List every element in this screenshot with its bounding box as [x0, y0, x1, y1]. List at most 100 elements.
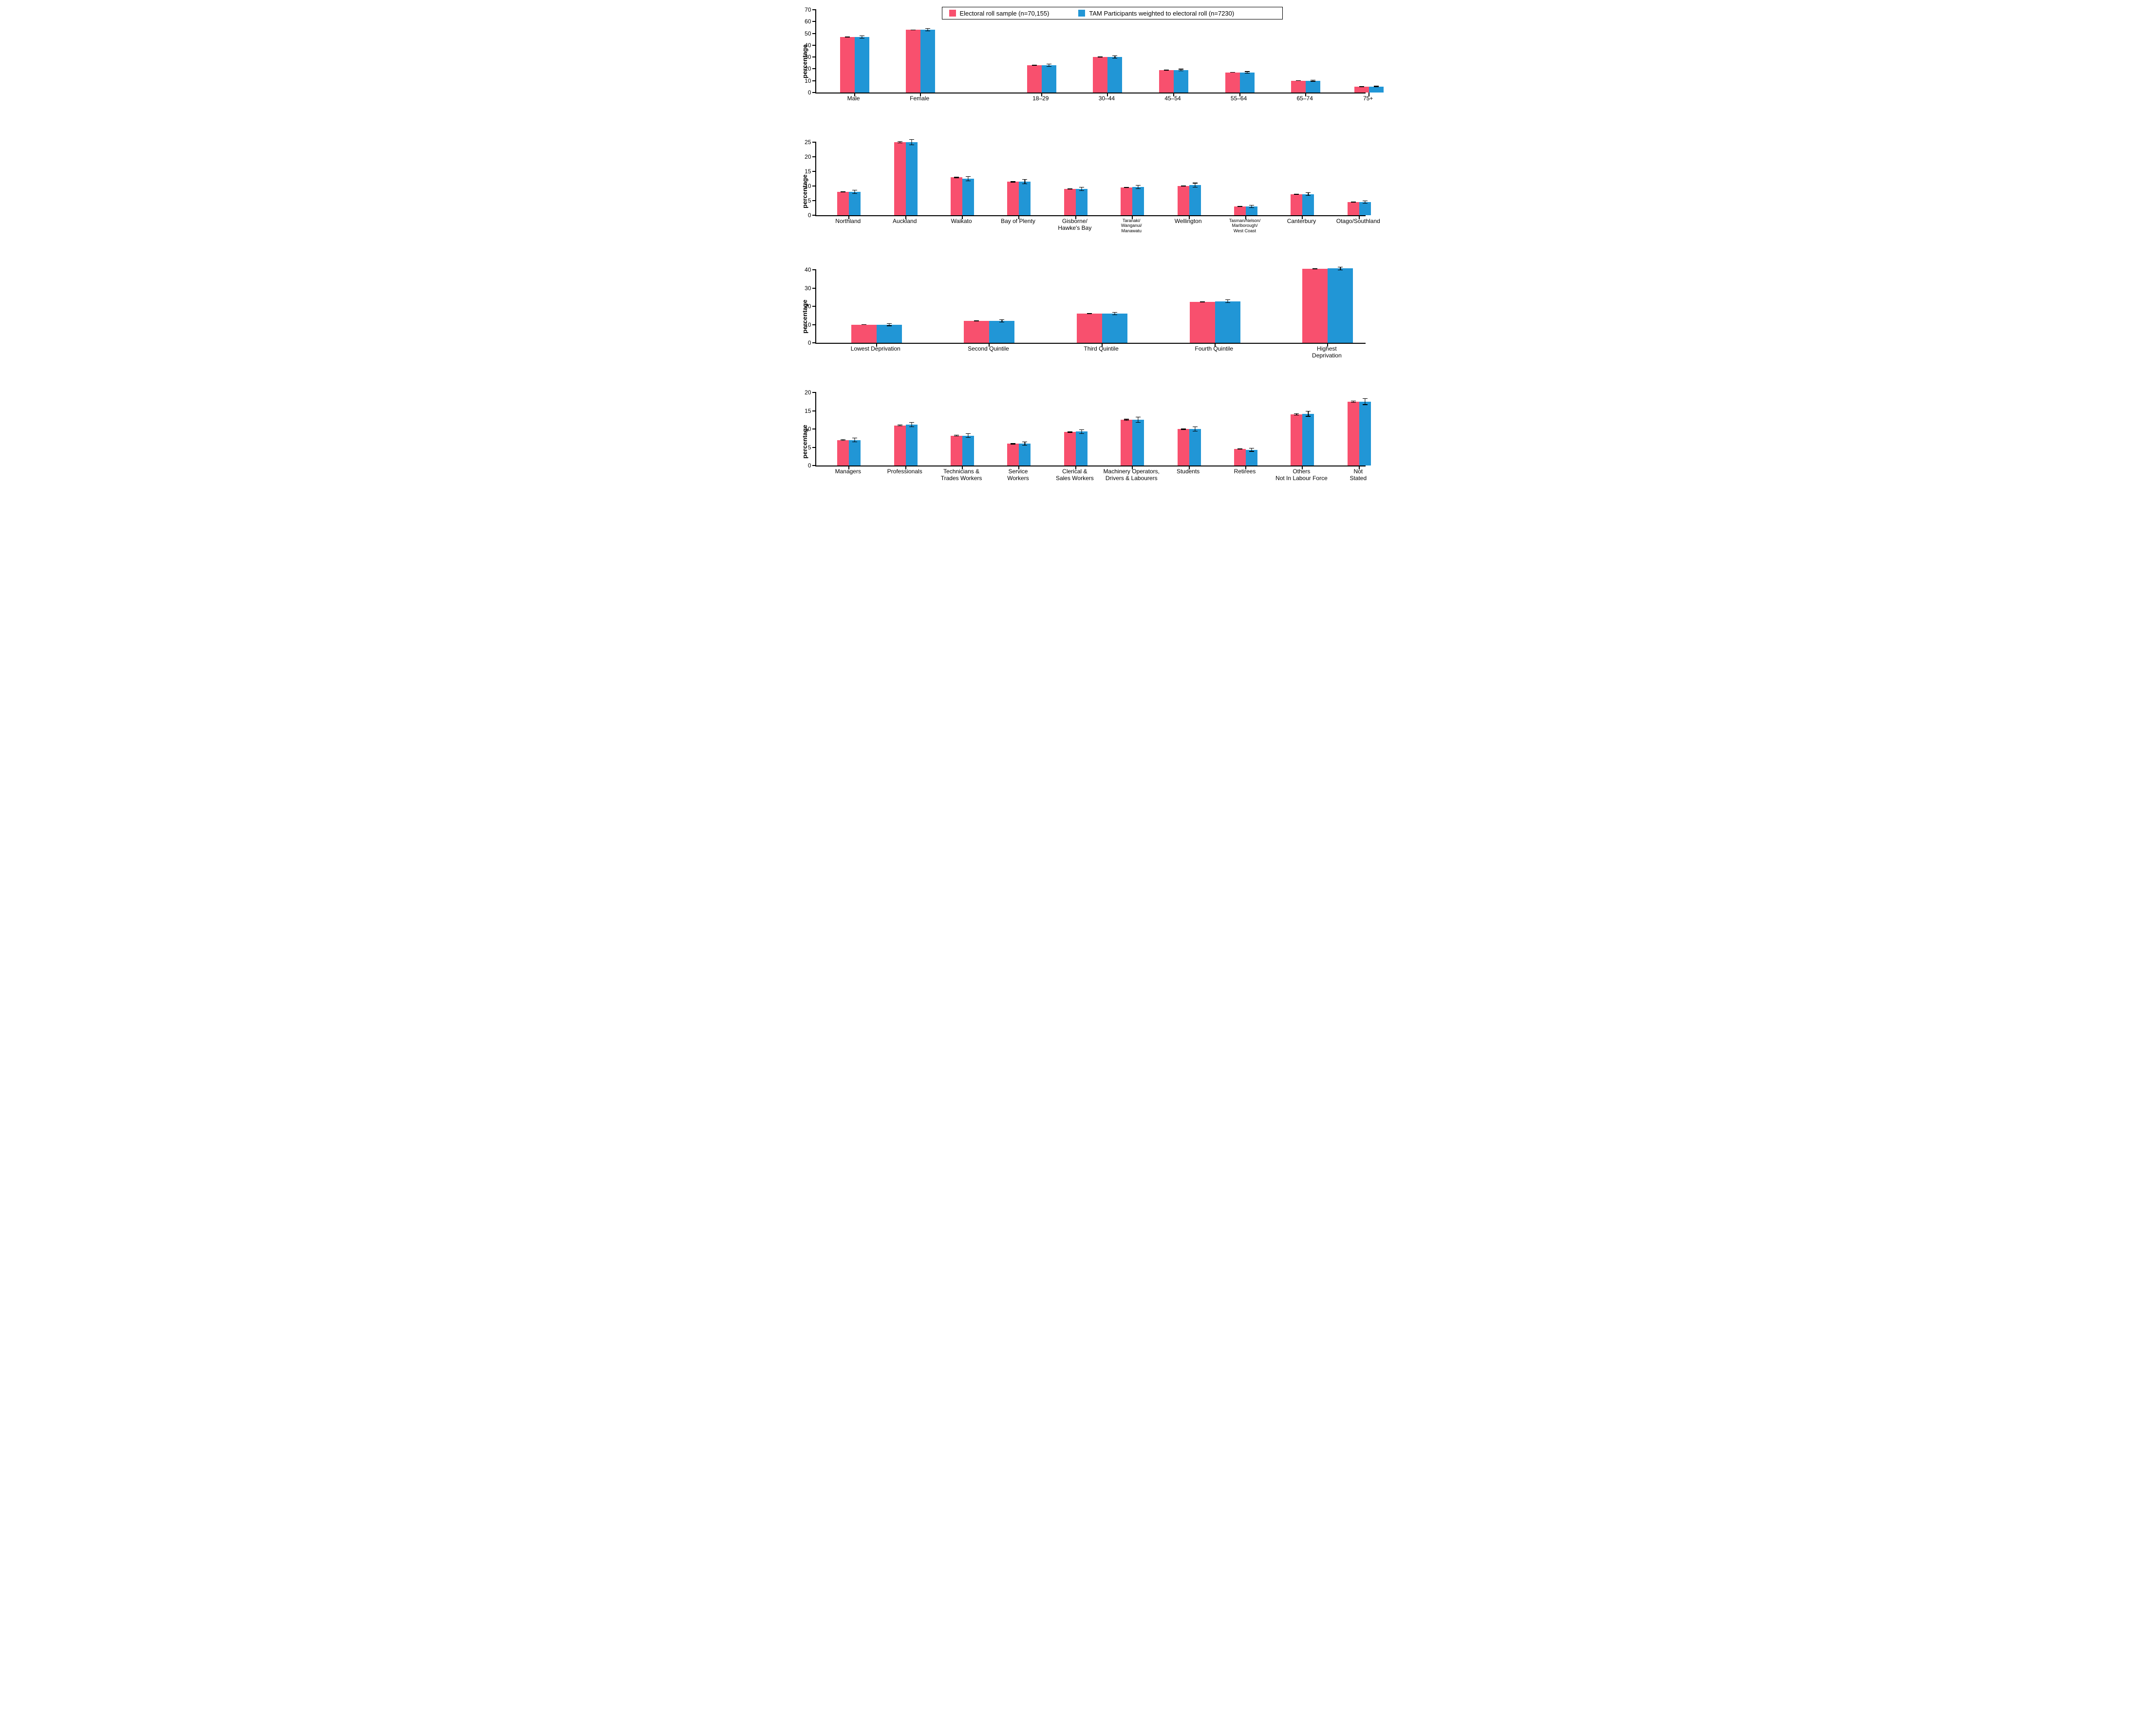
bar-a [1007, 182, 1019, 215]
error-bar [1200, 301, 1205, 302]
y-tick-label: 20 [805, 303, 811, 310]
bar-a [1077, 314, 1102, 343]
y-tick [812, 92, 816, 93]
y-tick [812, 465, 816, 466]
y-tick-label: 40 [805, 266, 811, 273]
y-tick-label: 0 [808, 89, 811, 96]
error-bar [1237, 206, 1242, 207]
bar-b [1076, 431, 1087, 466]
bar-b [962, 179, 974, 215]
bar-b [1240, 73, 1255, 93]
y-tick-label: 70 [805, 6, 811, 13]
x-label: Managers [835, 468, 861, 475]
bar-a [1225, 73, 1240, 93]
legend-swatch-b [1078, 10, 1085, 17]
x-label: Others Not In Labour Force [1275, 468, 1328, 482]
y-tick [812, 9, 816, 10]
bar-group [1225, 73, 1255, 93]
bar-a [1093, 57, 1107, 93]
bar-b [989, 321, 1014, 343]
bar-a [1291, 81, 1306, 93]
bar-b [1189, 429, 1201, 466]
bar-b [1359, 202, 1371, 215]
bar-a [1348, 402, 1359, 466]
y-tick [812, 171, 816, 172]
legend-item-electoral: Electoral roll sample (n=70,155) [949, 10, 1050, 17]
error-bar [1112, 56, 1117, 58]
y-tick [812, 68, 816, 69]
error-bar [1124, 419, 1129, 421]
bar-group [837, 440, 861, 466]
y-tick [812, 306, 816, 307]
bar-b [877, 325, 902, 343]
x-label: Fourth Quintile [1195, 346, 1233, 353]
bar-a [1027, 65, 1042, 93]
y-tick [812, 324, 816, 325]
bar-a [1178, 186, 1189, 215]
x-label: Machinery Operators, Drivers & Labourers [1104, 468, 1160, 482]
error-bar [1249, 205, 1254, 208]
panel-deprivation: percentage 010203040 Lowest DeprivationS… [791, 270, 1366, 363]
x-label: Bay of Plenty [1001, 218, 1035, 225]
x-label: Professionals [887, 468, 922, 475]
x-label: Male [847, 95, 860, 102]
y-tick [812, 156, 816, 157]
x-label: Otago/Southland [1336, 218, 1380, 225]
x-labels-3: Lowest DeprivationSecond QuintileThird Q… [815, 344, 1366, 363]
bar-b [1019, 182, 1031, 215]
bar-a [1348, 202, 1359, 215]
y-tick [812, 45, 816, 46]
x-label: Female [910, 95, 929, 102]
error-bar [1237, 448, 1242, 449]
error-bar [1179, 69, 1183, 71]
error-bar [954, 435, 959, 436]
y-tick [812, 80, 816, 81]
bar-a [1121, 420, 1132, 466]
y-tick-label: 25 [805, 139, 811, 146]
x-label: 45–54 [1164, 95, 1181, 102]
bar-b [1215, 301, 1240, 343]
bar-group [894, 425, 918, 466]
bar-a [1190, 302, 1215, 343]
bar-a [837, 440, 849, 466]
bar-group [1354, 87, 1384, 93]
bar-b [920, 30, 935, 93]
x-labels-1: MaleFemale18–2930–4445–5455–6465–7475+ [815, 93, 1366, 113]
bar-b [1019, 444, 1031, 466]
panel-sex-age: Electoral roll sample (n=70,155) TAM Par… [791, 10, 1366, 113]
y-tick-label: 0 [808, 212, 811, 219]
bar-group [1027, 65, 1056, 93]
bar-b [849, 192, 861, 215]
bar-group [1077, 314, 1127, 343]
x-label: Wellington [1175, 218, 1202, 225]
y-tick-label: 20 [805, 153, 811, 160]
error-bar [1363, 398, 1368, 405]
bar-b [1302, 194, 1314, 215]
y-tick-label: 15 [805, 408, 811, 414]
bar-b [1042, 65, 1056, 93]
error-bar [898, 425, 902, 427]
x-label: Tasman/Nelson/ Marlborough/ West Coast [1229, 218, 1261, 233]
bar-b [906, 142, 918, 215]
bar-a [1234, 449, 1246, 466]
bar-a [840, 37, 855, 93]
legend-label-a: Electoral roll sample (n=70,155) [960, 10, 1050, 17]
error-bar [1068, 431, 1072, 433]
bar-group [964, 321, 1014, 343]
error-bar [1011, 443, 1015, 445]
y-tick-label: 10 [805, 321, 811, 328]
y-tick [812, 215, 816, 216]
bar-group [1121, 420, 1144, 466]
error-bar [909, 139, 914, 145]
bar-a [1302, 269, 1328, 343]
bar-a [1178, 429, 1189, 466]
bar-group [951, 436, 974, 466]
error-bar [1225, 299, 1230, 303]
error-bar [1011, 181, 1015, 183]
y-axis-label: percentage [801, 174, 808, 208]
plot-area-2: 0510152025 [815, 142, 1366, 216]
bar-b [855, 37, 869, 93]
bar-a [1007, 444, 1019, 466]
bar-b [1132, 187, 1144, 215]
bar-group [851, 325, 902, 343]
